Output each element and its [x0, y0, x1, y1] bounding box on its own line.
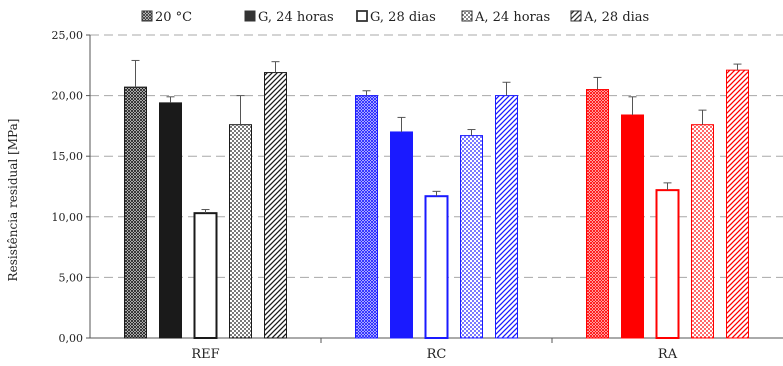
- bar: [391, 132, 413, 338]
- bar: [496, 96, 518, 338]
- y-tick-label: 15,00: [52, 150, 84, 163]
- bar: [265, 73, 287, 338]
- category-label: REF: [191, 347, 219, 362]
- bar: [622, 115, 644, 338]
- legend-label: A, 24 horas: [474, 10, 550, 25]
- y-tick-label: 0,00: [59, 332, 84, 345]
- y-tick-label: 20,00: [52, 90, 84, 103]
- bar: [461, 136, 483, 338]
- legend: 20 °C G, 24 horas G, 28 dias A, 24 horas A, …: [142, 10, 649, 25]
- legend-swatch: [571, 11, 581, 21]
- legend-label: A, 28 dias: [583, 10, 649, 25]
- bar: [160, 103, 182, 338]
- y-tick-label: 10,00: [52, 211, 84, 224]
- legend-label: G, 24 horas: [258, 10, 334, 25]
- legend-swatch: [142, 11, 152, 21]
- bar: [230, 125, 252, 338]
- legend-label: 20 °C: [155, 10, 192, 25]
- bar: [125, 87, 147, 338]
- y-tick-label: 5,00: [59, 271, 84, 284]
- bar: [727, 70, 749, 338]
- category-label: RC: [427, 347, 447, 362]
- y-axis-label: Resistência residual [MPa]: [6, 119, 20, 282]
- bar: [587, 90, 609, 338]
- y-tick-label: 25,00: [52, 29, 84, 42]
- category-label: RA: [658, 347, 678, 362]
- legend-swatch: [245, 11, 255, 21]
- bar: [692, 125, 714, 338]
- bar: [195, 213, 217, 338]
- bar: [657, 190, 679, 338]
- legend-label: G, 28 dias: [370, 10, 436, 25]
- legend-swatch: [357, 11, 367, 21]
- bar: [356, 96, 378, 338]
- bars: [125, 60, 749, 338]
- legend-swatch: [462, 11, 472, 21]
- bar: [426, 196, 448, 338]
